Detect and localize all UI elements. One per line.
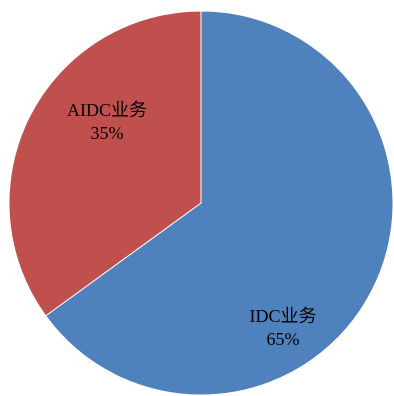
slice-category-label-idc: IDC业务 <box>250 306 317 326</box>
pie-data-labels: IDC业务 65% AIDC业务 35% <box>67 100 317 349</box>
pie-slice-aidc <box>8 10 202 317</box>
slice-percent-label-idc: 65% <box>267 329 300 349</box>
pie-slices <box>8 10 394 396</box>
pie-slice-idc <box>44 10 394 396</box>
slice-category-label-aidc: AIDC业务 <box>67 100 147 120</box>
slice-percent-label-aidc: 35% <box>91 123 124 143</box>
